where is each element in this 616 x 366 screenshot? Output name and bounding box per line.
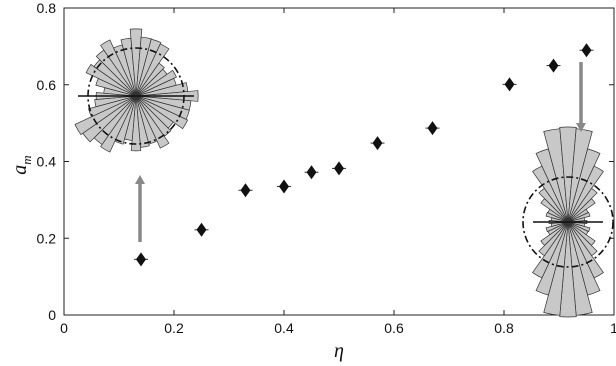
- y-tick-label: 0.6: [37, 77, 57, 93]
- rose-wedge: [135, 69, 177, 97]
- rose-wedge: [567, 187, 598, 223]
- x-axis-label: η: [334, 340, 344, 362]
- rose-wedge: [135, 38, 162, 97]
- rose-wedge: [85, 63, 137, 97]
- rose-wedge: [567, 198, 596, 223]
- data-point: [334, 161, 344, 176]
- svg-text:am: am: [9, 155, 34, 174]
- rose-inset-right: [522, 126, 614, 318]
- rose-wedge: [545, 221, 569, 233]
- data-point: [196, 222, 207, 237]
- y-tick-label: 0.4: [37, 154, 57, 170]
- rose-wedge: [559, 126, 577, 223]
- rose-wedge: [567, 211, 591, 223]
- x-tick-label: 0.4: [274, 320, 294, 336]
- rose-inset-left: [74, 28, 199, 153]
- data-point: [136, 252, 146, 267]
- rose-wedge: [540, 221, 569, 246]
- y-tick-label: 0.8: [37, 0, 57, 16]
- x-tick-label: 0: [60, 320, 68, 336]
- data-point: [306, 165, 317, 180]
- y-axis-label-sub: m: [19, 155, 34, 164]
- rose-wedge: [88, 95, 137, 118]
- rose-wedge: [532, 221, 569, 279]
- arrow-head: [576, 123, 586, 132]
- rose-wedge: [567, 165, 604, 223]
- rose-wedge: [559, 221, 577, 318]
- rose-wedge: [135, 43, 170, 97]
- y-tick-label: 0.2: [37, 230, 57, 246]
- arrows: [135, 62, 586, 242]
- rose-wedge: [135, 62, 165, 97]
- rose-wedge: [130, 95, 142, 152]
- arrow-head: [135, 175, 145, 184]
- data-point: [372, 136, 383, 151]
- x-tick-label: 0.2: [164, 320, 184, 336]
- rose-wedge: [100, 95, 137, 153]
- rose-wedge: [567, 148, 601, 223]
- rose-wedge: [100, 39, 137, 97]
- data-point: [240, 183, 251, 198]
- rose-wedge: [135, 82, 189, 97]
- x-axis-ticks: 0 0.2 0.4 0.6 0.8 1: [60, 8, 616, 336]
- rose-wedge: [129, 28, 143, 97]
- x-tick-label: 0.8: [494, 320, 514, 336]
- rose-wedge: [94, 95, 137, 108]
- data-point: [504, 77, 515, 92]
- x-tick-label: 1: [610, 320, 616, 336]
- y-tick-label: 0: [48, 307, 56, 323]
- rose-wedge: [535, 221, 569, 296]
- data-point: [279, 179, 289, 194]
- y-axis-label-main: a: [9, 165, 31, 175]
- rose-wedge: [135, 95, 170, 149]
- x-tick-label: 0.6: [384, 320, 404, 336]
- data-points: [134, 43, 594, 267]
- data-point: [548, 58, 559, 73]
- rose-wedge: [538, 221, 569, 257]
- data-point: [427, 121, 438, 136]
- rose-wedge: [135, 95, 189, 130]
- rose-wedge: [74, 95, 137, 136]
- rose-wedge: [567, 217, 586, 223]
- data-point: [581, 43, 592, 58]
- y-axis-ticks: 0 0.2 0.4 0.6 0.8: [37, 0, 614, 323]
- reference-circle: [522, 176, 614, 268]
- y-axis-label: am: [9, 155, 34, 174]
